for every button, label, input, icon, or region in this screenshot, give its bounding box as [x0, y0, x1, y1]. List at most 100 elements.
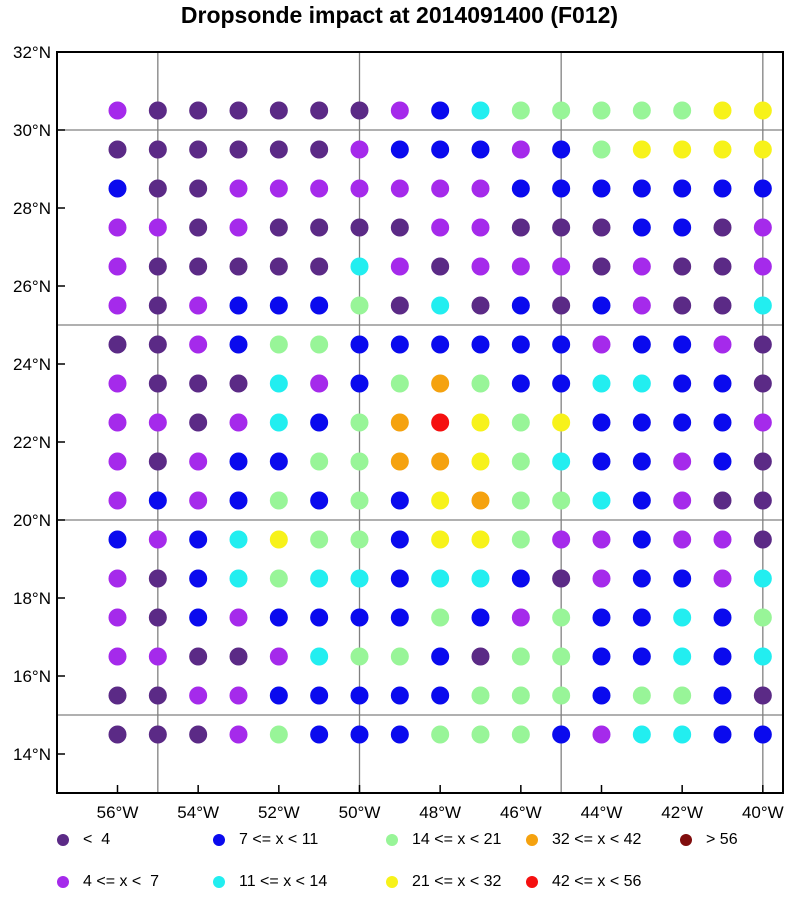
- impact-point: [673, 530, 692, 549]
- impact-point: [229, 101, 248, 120]
- legend-label: 32 <= x < 42: [552, 831, 642, 848]
- legend-item: 21 <= x < 32: [386, 872, 501, 892]
- impact-point: [552, 218, 571, 237]
- impact-point: [350, 179, 369, 198]
- impact-point: [471, 179, 490, 198]
- impact-point: [713, 725, 732, 744]
- impact-point: [269, 179, 288, 198]
- impact-point: [108, 374, 127, 393]
- impact-point: [753, 218, 772, 237]
- impact-point: [390, 101, 409, 120]
- impact-point: [431, 491, 450, 510]
- impact-point: [471, 686, 490, 705]
- impact-point: [713, 374, 732, 393]
- impact-point: [592, 413, 611, 432]
- impact-point: [108, 452, 127, 471]
- impact-point: [350, 530, 369, 549]
- legend-label: 21 <= x < 32: [412, 873, 502, 890]
- legend-item: 42 <= x < 56: [526, 872, 641, 892]
- plot-frame: [56, 51, 784, 794]
- impact-point: [753, 725, 772, 744]
- impact-point: [713, 569, 732, 588]
- impact-point: [592, 140, 611, 159]
- impact-point: [713, 140, 732, 159]
- legend-swatch: [386, 876, 398, 888]
- impact-point: [229, 335, 248, 354]
- y-tick-label: 22°N: [13, 433, 51, 452]
- impact-point: [431, 608, 450, 627]
- impact-point: [148, 608, 167, 627]
- impact-point: [310, 257, 329, 276]
- impact-dots: [108, 101, 772, 744]
- impact-point: [269, 140, 288, 159]
- legend-swatch: [57, 876, 69, 888]
- legend-label: 14 <= x < 21: [412, 831, 502, 848]
- impact-point: [431, 686, 450, 705]
- impact-point: [632, 452, 651, 471]
- impact-point: [148, 452, 167, 471]
- impact-point: [390, 140, 409, 159]
- impact-point: [310, 569, 329, 588]
- impact-point: [511, 101, 530, 120]
- impact-point: [753, 179, 772, 198]
- impact-point: [148, 335, 167, 354]
- impact-point: [592, 257, 611, 276]
- impact-point: [269, 374, 288, 393]
- legend-swatch: [680, 834, 692, 846]
- impact-point: [229, 413, 248, 432]
- impact-point: [471, 335, 490, 354]
- legend-item: > 56: [680, 830, 738, 850]
- impact-point: [713, 686, 732, 705]
- impact-point: [511, 179, 530, 198]
- impact-point: [229, 218, 248, 237]
- impact-point: [753, 530, 772, 549]
- chart-title: Dropsonde impact at 2014091400 (F012): [180, 2, 619, 28]
- impact-point: [753, 647, 772, 666]
- impact-point: [632, 101, 651, 120]
- impact-point: [552, 296, 571, 315]
- legend-swatch: [213, 876, 225, 888]
- impact-point: [108, 335, 127, 354]
- impact-point: [632, 335, 651, 354]
- impact-point: [713, 452, 732, 471]
- impact-point: [229, 140, 248, 159]
- y-tick-label: 32°N: [13, 43, 51, 62]
- impact-point: [310, 296, 329, 315]
- impact-point: [310, 452, 329, 471]
- legend-swatch: [57, 834, 69, 846]
- impact-point: [753, 452, 772, 471]
- impact-point: [350, 218, 369, 237]
- impact-point: [471, 725, 490, 744]
- impact-point: [471, 608, 490, 627]
- y-tick-label: 30°N: [13, 121, 51, 140]
- impact-point: [189, 257, 208, 276]
- impact-point: [189, 608, 208, 627]
- impact-point: [229, 530, 248, 549]
- impact-point: [350, 296, 369, 315]
- impact-point: [390, 374, 409, 393]
- impact-point: [431, 218, 450, 237]
- impact-point: [390, 413, 409, 432]
- impact-point: [753, 335, 772, 354]
- impact-point: [713, 413, 732, 432]
- impact-point: [673, 140, 692, 159]
- impact-point: [552, 686, 571, 705]
- impact-point: [108, 413, 127, 432]
- y-tick-label: 20°N: [13, 511, 51, 530]
- impact-point: [592, 296, 611, 315]
- impact-point: [148, 296, 167, 315]
- impact-point: [511, 374, 530, 393]
- impact-point: [592, 725, 611, 744]
- y-tick-label: 14°N: [13, 745, 51, 764]
- impact-point: [592, 179, 611, 198]
- legend-item: 7 <= x < 11: [213, 830, 318, 850]
- impact-point: [673, 101, 692, 120]
- impact-point: [269, 335, 288, 354]
- x-tick-label: 56°W: [97, 803, 139, 822]
- impact-point: [229, 569, 248, 588]
- impact-point: [229, 179, 248, 198]
- y-tick-label: 18°N: [13, 589, 51, 608]
- impact-point: [592, 101, 611, 120]
- impact-point: [673, 491, 692, 510]
- impact-point: [592, 530, 611, 549]
